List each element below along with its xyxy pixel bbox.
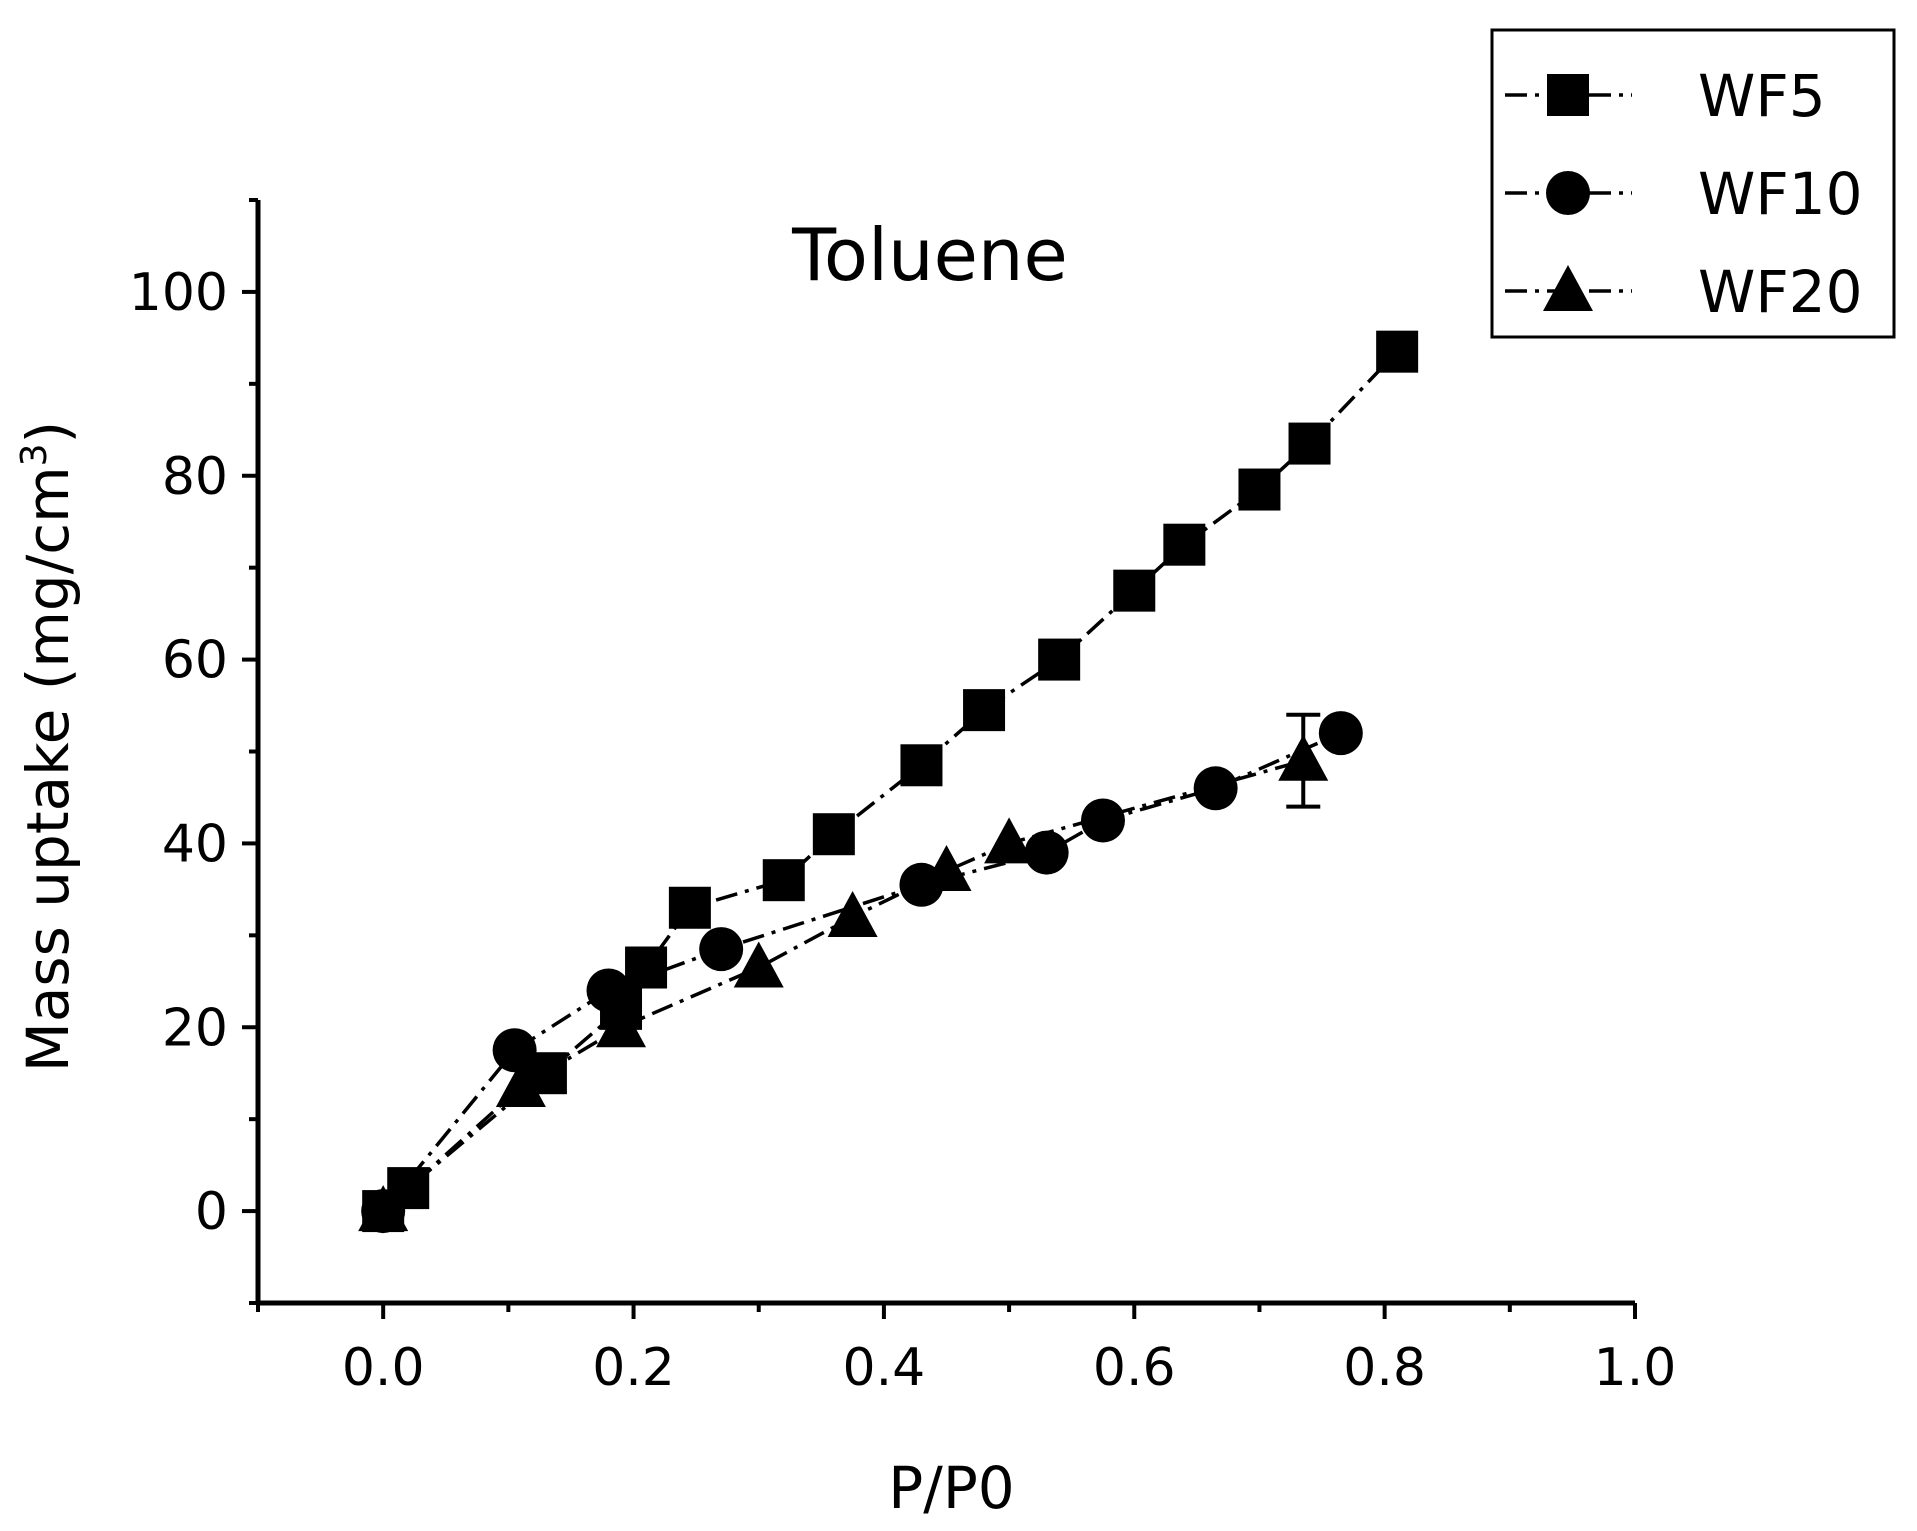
data-point-wf20 bbox=[984, 817, 1035, 864]
data-point-wf20 bbox=[733, 941, 784, 988]
data-point-wf10 bbox=[1024, 830, 1069, 875]
y-tick-label: 0 bbox=[195, 1182, 228, 1242]
data-point-wf5 bbox=[1238, 468, 1281, 511]
series-line-wf5 bbox=[381, 350, 1399, 1213]
data-point-wf10 bbox=[1318, 711, 1363, 756]
y-axis-title-sup: 3 bbox=[14, 443, 55, 466]
series-markers bbox=[358, 330, 1419, 1234]
data-point-wf5 bbox=[1163, 523, 1206, 566]
y-axis-title-close: ) bbox=[14, 421, 82, 444]
data-point-wf5 bbox=[762, 859, 805, 902]
data-point-wf20 bbox=[921, 844, 972, 891]
data-point-wf20 bbox=[827, 890, 878, 937]
y-axis-title-main: Mass uptake (mg/cm bbox=[14, 466, 82, 1072]
data-point-wf10 bbox=[492, 1028, 537, 1073]
legend-label-wf10: WF10 bbox=[1698, 160, 1863, 228]
x-tick-label: 0.6 bbox=[1093, 1338, 1176, 1398]
y-tick-label: 20 bbox=[162, 998, 228, 1058]
x-axis-title: P/P0 bbox=[888, 1454, 1014, 1522]
x-tick-label: 0.4 bbox=[843, 1338, 926, 1398]
legend-marker-wf10 bbox=[1546, 171, 1590, 215]
x-tick-label: 0.2 bbox=[592, 1338, 675, 1398]
data-point-wf5 bbox=[668, 886, 711, 929]
data-point-wf20 bbox=[358, 1185, 409, 1232]
data-point-wf10 bbox=[586, 968, 631, 1013]
data-point-wf5 bbox=[1038, 638, 1081, 681]
y-tick-label: 40 bbox=[162, 814, 228, 874]
chart-title: Toluene bbox=[791, 213, 1068, 297]
legend-marker-wf5 bbox=[1547, 74, 1589, 116]
x-tick-label: 1.0 bbox=[1594, 1338, 1677, 1398]
data-point-wf5 bbox=[1376, 330, 1419, 373]
axes bbox=[242, 198, 1637, 1319]
y-tick-label: 60 bbox=[162, 631, 228, 691]
data-point-wf10 bbox=[1080, 798, 1125, 843]
data-point-wf10 bbox=[699, 927, 744, 972]
legend: WF5 WF10 WF20 bbox=[1490, 28, 1896, 339]
data-point-wf10 bbox=[1193, 766, 1238, 811]
x-tick-label: 0.8 bbox=[1343, 1338, 1426, 1398]
data-point-wf5 bbox=[900, 744, 943, 787]
data-point-wf20 bbox=[596, 1001, 647, 1048]
series-line-wf10 bbox=[381, 731, 1342, 1213]
data-point-wf5 bbox=[625, 946, 668, 989]
y-tick-label: 100 bbox=[129, 263, 228, 323]
data-point-wf5 bbox=[963, 689, 1006, 732]
legend-marker-wf20 bbox=[1543, 265, 1593, 311]
data-point-wf5 bbox=[812, 813, 855, 856]
legend-label-wf20: WF20 bbox=[1698, 258, 1863, 326]
ticks bbox=[242, 198, 1637, 1319]
data-point-wf5 bbox=[1288, 422, 1331, 465]
data-point-wf20 bbox=[495, 1060, 546, 1107]
data-point-wf5 bbox=[1113, 569, 1156, 612]
x-tick-label: 0.0 bbox=[342, 1338, 425, 1398]
y-tick-label: 80 bbox=[162, 447, 228, 507]
legend-label-wf5: WF5 bbox=[1698, 62, 1826, 130]
data-point-wf20 bbox=[1278, 734, 1329, 781]
y-axis-title: Mass uptake (mg/cm3) bbox=[14, 421, 82, 1072]
